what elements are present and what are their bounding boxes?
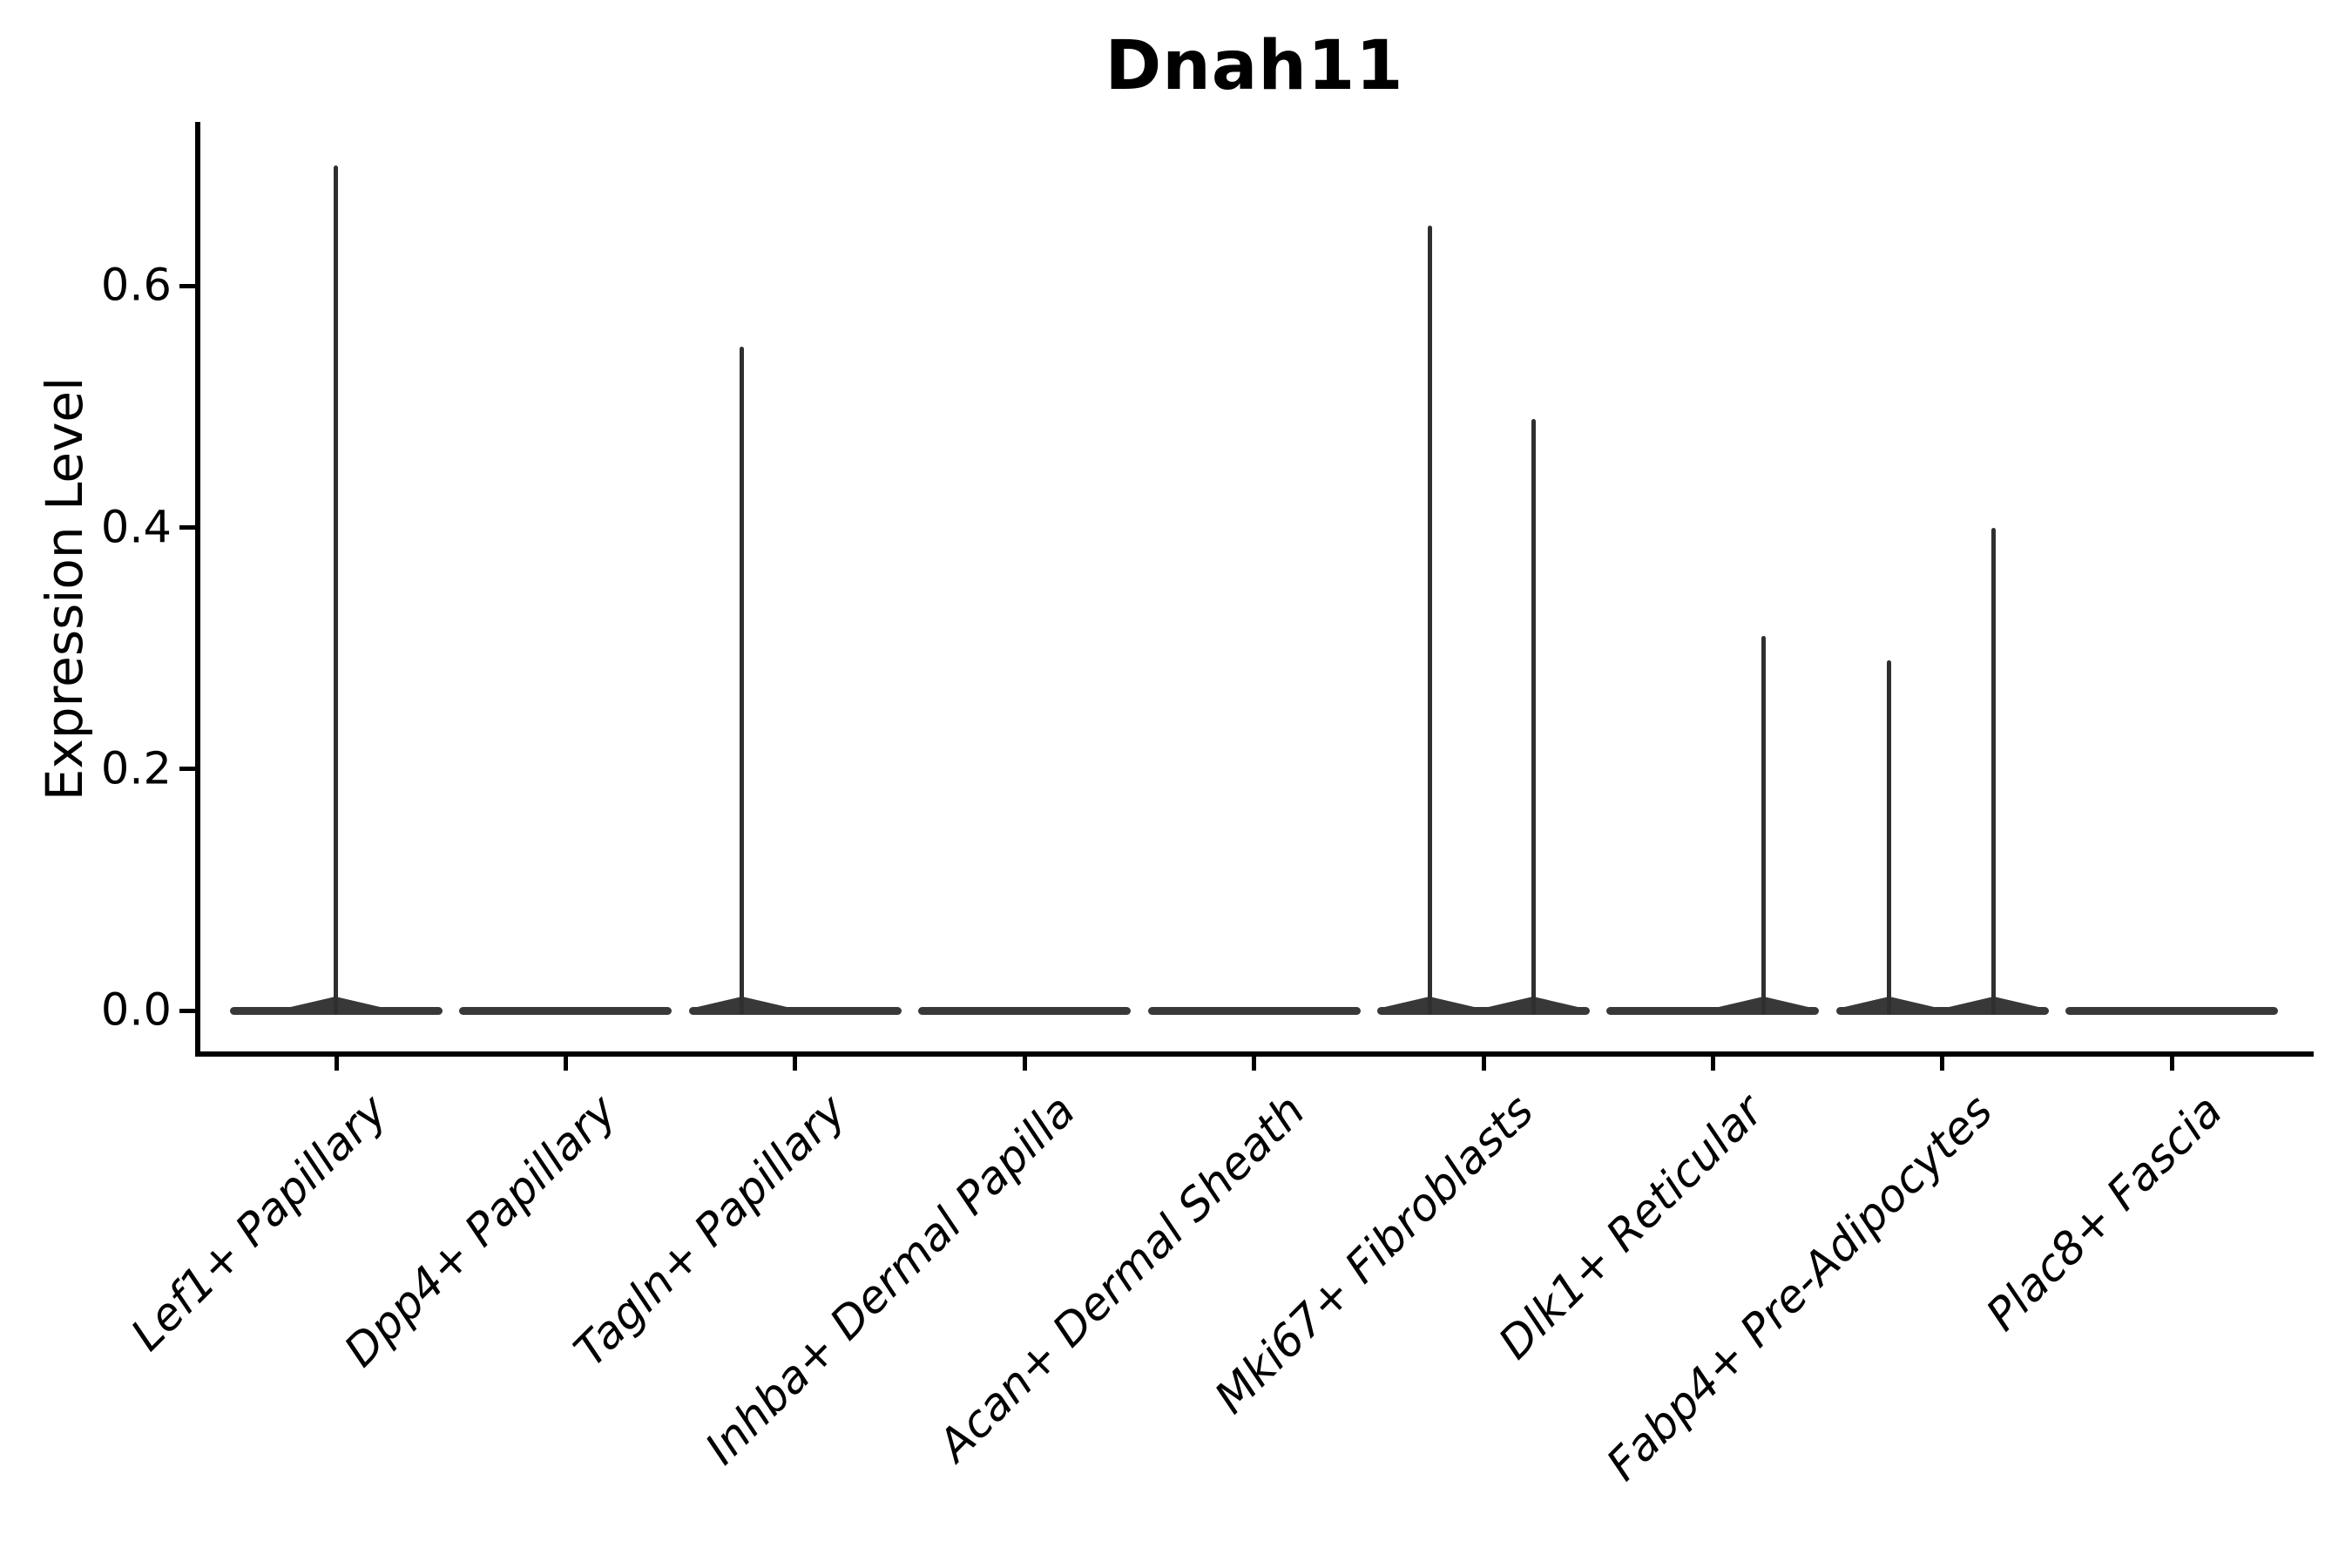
violin-spike: [1427, 226, 1432, 1015]
x-tick-mark: [1481, 1057, 1486, 1071]
y-tick-mark: [179, 283, 195, 288]
violin-spike: [1761, 636, 1766, 1015]
violin-spike: [740, 346, 745, 1015]
x-tick-label: Plac8+ Fascia: [1977, 1085, 2233, 1342]
y-axis-spine: [195, 122, 200, 1057]
x-tick-mark: [1252, 1057, 1257, 1071]
y-tick-mark: [179, 1008, 195, 1013]
x-tick-mark: [1940, 1057, 1945, 1071]
violin-baseline: [1606, 1007, 1820, 1015]
x-tick-label: Inhba+ Dermal Papilla: [695, 1085, 1085, 1476]
x-axis-spine: [195, 1051, 2314, 1057]
violin-spike: [333, 165, 338, 1015]
violin-baseline: [459, 1007, 672, 1015]
violin-spike: [1887, 660, 1892, 1015]
x-tick-mark: [2169, 1057, 2174, 1071]
x-tick-mark: [334, 1057, 339, 1071]
y-tick-label: 0.4: [100, 502, 172, 554]
x-tick-mark: [1022, 1057, 1027, 1071]
y-tick-mark: [179, 525, 195, 531]
y-tick-label: 0.2: [100, 743, 172, 795]
violin-baseline: [1377, 1007, 1590, 1015]
y-tick-mark: [179, 767, 195, 772]
violin-baseline: [1835, 1007, 2049, 1015]
plot-title: Dnah11: [1105, 27, 1404, 105]
y-tick-label: 0.0: [100, 984, 172, 1037]
violin-baseline: [688, 1007, 902, 1015]
y-tick-label: 0.6: [100, 260, 172, 312]
violin-baseline: [2065, 1007, 2279, 1015]
x-tick-mark: [1710, 1057, 1715, 1071]
violin-spike: [1991, 527, 1997, 1015]
x-tick-label: Fabp4+ Pre-Adipocytes: [1597, 1085, 2004, 1491]
violin-baseline: [918, 1007, 1132, 1015]
x-tick-mark: [793, 1057, 798, 1071]
violin-spike: [1531, 418, 1536, 1015]
x-tick-mark: [563, 1057, 568, 1071]
y-axis-label: Expression Level: [35, 376, 94, 801]
x-tick-label: Acan+ Dermal Sheath: [928, 1085, 1315, 1472]
violin-baseline: [1147, 1007, 1361, 1015]
